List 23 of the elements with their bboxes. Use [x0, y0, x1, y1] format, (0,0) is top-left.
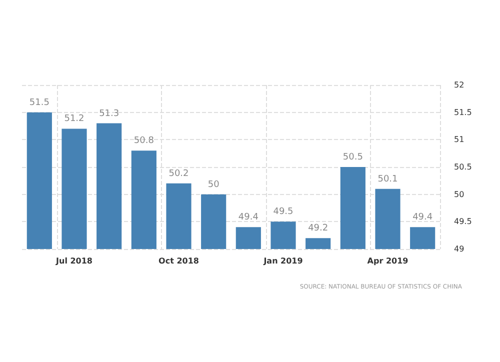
x-tick-label: Apr 2019 — [367, 256, 409, 266]
y-tick-label: 50.5 — [454, 162, 472, 172]
data-label: 50.2 — [168, 168, 189, 179]
y-tick-label: 52 — [454, 80, 464, 90]
data-label: 49.5 — [273, 207, 294, 218]
data-label: 50.5 — [342, 152, 363, 162]
data-label: 50.8 — [134, 136, 154, 146]
y-tick-label: 51 — [454, 135, 464, 144]
data-label: 51.3 — [99, 108, 120, 119]
y-tick-label: 49.5 — [454, 217, 472, 226]
y-tick-label: 49 — [454, 244, 464, 254]
y-tick-label: 51.5 — [454, 108, 472, 117]
data-label: 51.2 — [64, 114, 84, 124]
x-tick-label: Oct 2018 — [158, 256, 200, 266]
data-label: 50 — [208, 180, 220, 190]
data-label: 49.2 — [308, 224, 328, 234]
data-label: 51.5 — [29, 98, 50, 108]
x-tick-label: Jan 2019 — [262, 256, 304, 266]
data-label: 49.4 — [238, 212, 259, 223]
data-label: 50.1 — [378, 174, 398, 184]
y-tick-label: 50 — [454, 190, 464, 199]
data-label: 49.4 — [412, 212, 433, 223]
x-tick-label: Jul 2018 — [55, 256, 93, 266]
